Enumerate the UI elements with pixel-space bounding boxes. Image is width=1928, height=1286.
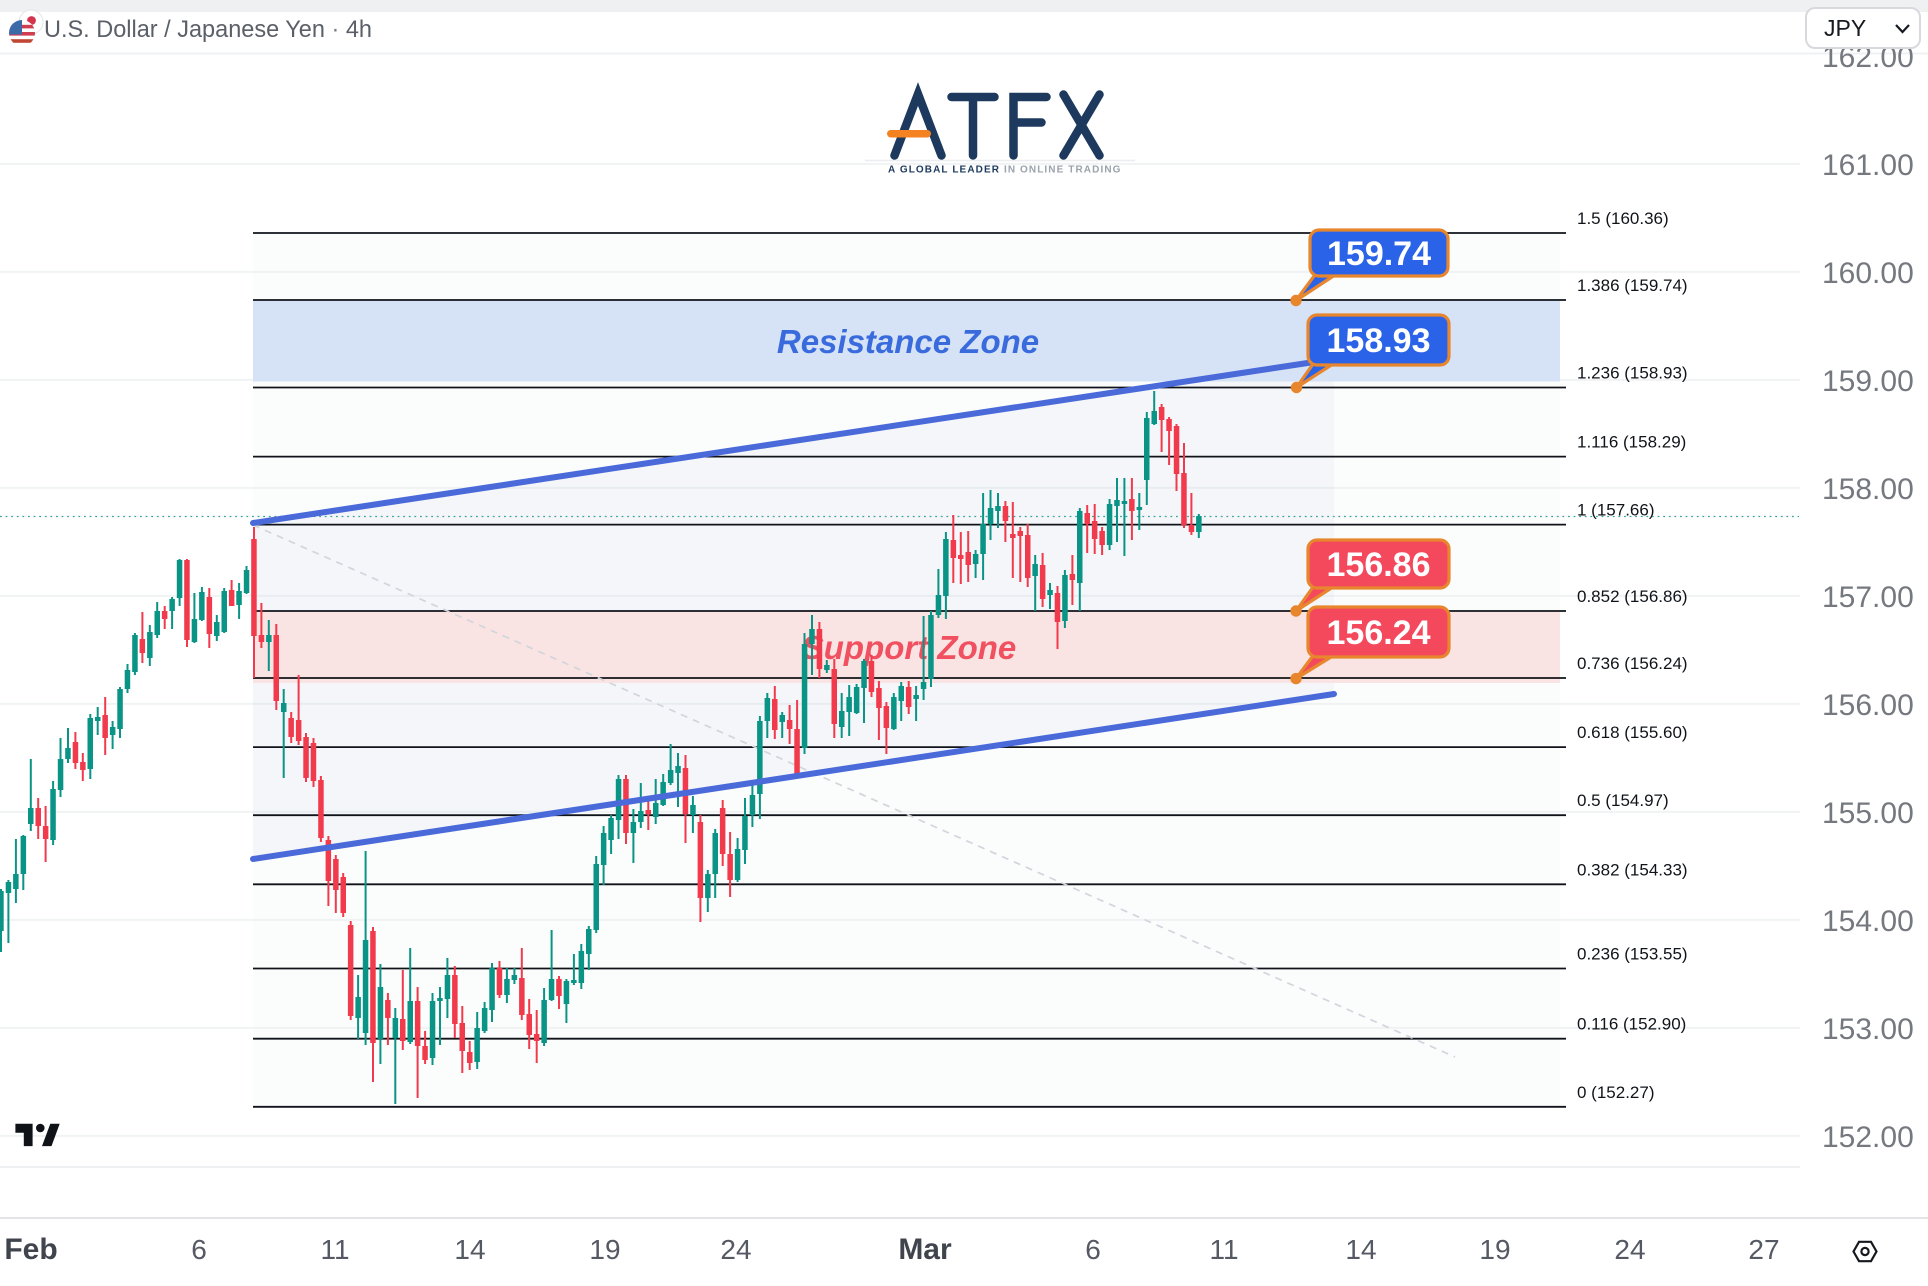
svg-text:27: 27: [1748, 1234, 1779, 1265]
svg-text:11: 11: [320, 1234, 349, 1265]
svg-text:158.00: 158.00: [1822, 473, 1914, 506]
svg-text:160.00: 160.00: [1822, 257, 1914, 290]
svg-text:A GLOBAL LEADER IN ONLINE TRAD: A GLOBAL LEADER IN ONLINE TRADING: [888, 165, 1122, 176]
svg-text:19: 19: [589, 1234, 620, 1265]
svg-text:156.24: 156.24: [1327, 614, 1431, 652]
svg-text:1.386 (159.74): 1.386 (159.74): [1577, 276, 1688, 295]
svg-text:152.00: 152.00: [1822, 1121, 1914, 1154]
svg-text:0 (152.27): 0 (152.27): [1577, 1083, 1655, 1102]
svg-text:JPY: JPY: [1824, 15, 1866, 41]
svg-text:1.116 (158.29): 1.116 (158.29): [1577, 433, 1686, 452]
svg-text:157.00: 157.00: [1822, 581, 1914, 614]
svg-text:154.00: 154.00: [1822, 905, 1914, 938]
svg-text:0.618 (155.60): 0.618 (155.60): [1577, 723, 1688, 742]
svg-text:6: 6: [1085, 1234, 1101, 1265]
svg-text:6: 6: [191, 1234, 207, 1265]
svg-text:159.00: 159.00: [1822, 365, 1914, 398]
svg-text:156.86: 156.86: [1327, 546, 1431, 584]
svg-text:0.116 (152.90): 0.116 (152.90): [1577, 1015, 1686, 1034]
svg-text:Mar: Mar: [898, 1233, 952, 1266]
svg-text:1 (157.66): 1 (157.66): [1577, 501, 1655, 520]
svg-text:153.00: 153.00: [1822, 1013, 1914, 1046]
svg-text:Feb: Feb: [4, 1233, 57, 1266]
svg-text:158.93: 158.93: [1327, 322, 1431, 360]
svg-text:1.236 (158.93): 1.236 (158.93): [1577, 364, 1688, 383]
svg-text:14: 14: [1345, 1234, 1376, 1265]
svg-text:155.00: 155.00: [1822, 797, 1914, 830]
svg-text:159.74: 159.74: [1327, 235, 1431, 273]
svg-text:14: 14: [454, 1234, 485, 1265]
svg-text:24: 24: [1614, 1234, 1645, 1265]
svg-text:0.852 (156.86): 0.852 (156.86): [1577, 587, 1688, 606]
svg-text:19: 19: [1479, 1234, 1510, 1265]
svg-text:0.736 (156.24): 0.736 (156.24): [1577, 654, 1688, 673]
svg-text:0.382 (154.33): 0.382 (154.33): [1577, 860, 1688, 879]
svg-text:11: 11: [1209, 1234, 1238, 1265]
svg-text:U.S. Dollar / Japanese Yen · 4: U.S. Dollar / Japanese Yen · 4h: [44, 16, 372, 43]
svg-text:0.236 (153.55): 0.236 (153.55): [1577, 945, 1688, 964]
svg-text:Support Zone: Support Zone: [802, 629, 1016, 666]
svg-text:156.00: 156.00: [1822, 689, 1914, 722]
svg-text:1.5 (160.36): 1.5 (160.36): [1577, 209, 1669, 228]
svg-text:Resistance Zone: Resistance Zone: [777, 323, 1039, 360]
svg-text:161.00: 161.00: [1822, 149, 1914, 182]
svg-text:0.5 (154.97): 0.5 (154.97): [1577, 791, 1669, 810]
svg-text:24: 24: [720, 1234, 751, 1265]
